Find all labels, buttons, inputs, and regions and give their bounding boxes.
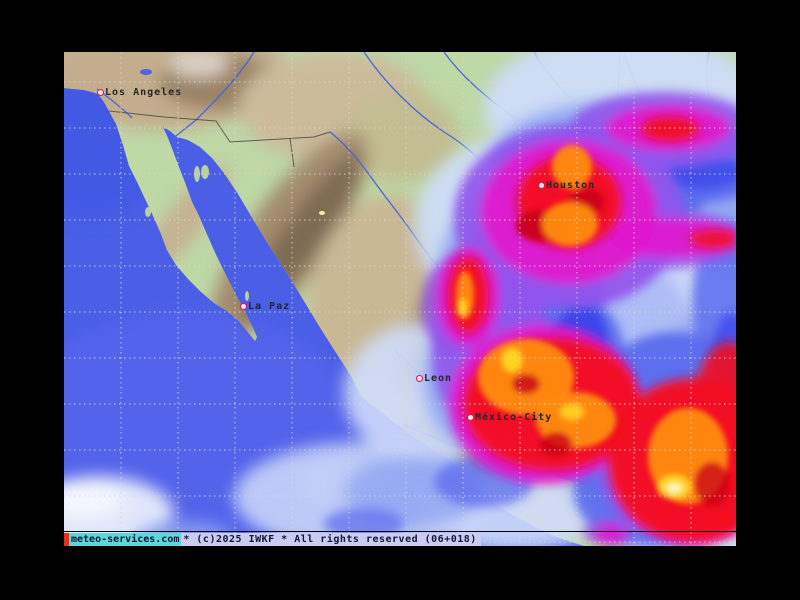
city-label: Los Angeles: [105, 87, 183, 98]
city-marker-icon: [97, 89, 104, 96]
attribution-text: * (c)2025 IWKF * All rights reserved (06…: [181, 533, 481, 546]
terrain-speck: [319, 211, 325, 215]
city-marker-icon: [416, 375, 423, 382]
precipitation-map: Los Angeles Houston La Paz Leon México-City …: [64, 52, 736, 546]
city-marker-icon: [467, 414, 474, 421]
city-label: La Paz: [248, 301, 291, 312]
city-label: Leon: [424, 373, 453, 384]
city-label: Houston: [546, 180, 596, 191]
precip-cores: [456, 145, 730, 506]
map-art: [64, 52, 736, 546]
islands: [145, 165, 249, 301]
latlon-grid: [64, 52, 736, 546]
city-marker-icon: [538, 182, 545, 189]
city-marker-icon: [240, 303, 247, 310]
attribution-site-link[interactable]: meteo-services.com: [69, 533, 182, 546]
legend-chip: [64, 533, 69, 546]
attribution-bar: meteo-services.com * (c)2025 IWKF * All …: [64, 533, 481, 546]
map-frame-line: [64, 531, 736, 532]
city-label: México-City: [475, 412, 553, 423]
